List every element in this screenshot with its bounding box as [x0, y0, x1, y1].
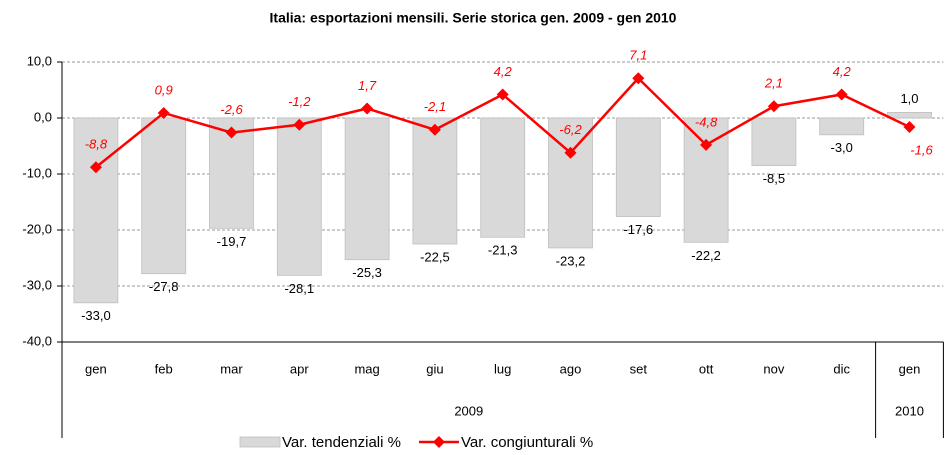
- bar-value-label: 1,0: [900, 91, 918, 106]
- y-tick-label: -30,0: [22, 277, 52, 292]
- x-tick-label: gen: [85, 361, 107, 376]
- line-value-label: -4,8: [695, 114, 718, 129]
- line-value-label: 4,2: [494, 64, 513, 79]
- legend-label: Var. congiunturali %: [461, 434, 593, 451]
- group-label: 2009: [454, 403, 483, 418]
- marker: [361, 102, 374, 115]
- y-tick-label: 0,0: [34, 109, 52, 124]
- bar: [683, 117, 729, 243]
- x-tick-label: ago: [560, 361, 582, 376]
- bar: [141, 117, 187, 275]
- line-value-label: -1,2: [288, 94, 311, 109]
- bar: [412, 117, 458, 245]
- bar: [887, 112, 932, 119]
- bar-value-label: -22,5: [420, 249, 450, 264]
- x-tick-label: nov: [763, 361, 784, 376]
- line-value-label: -1,6: [910, 142, 933, 157]
- bar-value-label: -8,5: [763, 171, 785, 186]
- marker: [835, 88, 848, 101]
- line-value-label: -2,1: [424, 99, 446, 114]
- x-tick-label: mar: [220, 361, 243, 376]
- bar: [344, 117, 390, 261]
- bar-value-label: -3,0: [830, 140, 852, 155]
- line-value-label: 2,1: [764, 76, 783, 91]
- x-tick-label: gen: [899, 361, 921, 376]
- bar: [276, 117, 322, 276]
- x-tick-label: feb: [155, 361, 173, 376]
- x-tick-label: ott: [699, 361, 714, 376]
- marker: [89, 161, 102, 174]
- x-tick-label: lug: [494, 361, 511, 376]
- bar: [209, 117, 254, 229]
- marker: [225, 126, 238, 139]
- group-label: 2010: [895, 403, 924, 418]
- legend-swatch: [239, 436, 281, 448]
- marker: [632, 72, 645, 85]
- marker: [157, 106, 170, 119]
- legend-label: Var. tendenziali %: [282, 434, 401, 451]
- bar-value-label: -28,1: [284, 281, 314, 296]
- bar: [73, 117, 119, 304]
- y-tick-label: -20,0: [22, 221, 52, 236]
- line-value-label: 1,7: [358, 78, 377, 93]
- bar-value-label: -25,3: [352, 265, 382, 280]
- marker: [428, 123, 441, 136]
- bar-value-label: -23,2: [556, 253, 586, 268]
- x-tick-label: dic: [833, 361, 850, 376]
- marker: [564, 146, 577, 159]
- y-tick-label: 10,0: [27, 53, 52, 68]
- bar: [751, 117, 797, 166]
- line-value-label: 0,9: [155, 82, 173, 97]
- bar-value-label: -21,3: [488, 243, 518, 258]
- marker: [700, 138, 713, 151]
- bar: [819, 117, 865, 136]
- x-tick-label: giu: [426, 361, 443, 376]
- marker: [767, 100, 780, 113]
- bar: [615, 117, 661, 217]
- bar-value-label: -22,2: [691, 248, 721, 263]
- chart-title: Italia: esportazioni mensili. Serie stor…: [270, 10, 677, 26]
- marker: [496, 88, 509, 101]
- bar-value-label: -17,6: [623, 222, 653, 237]
- bar-value-label: -19,7: [217, 234, 247, 249]
- line-value-label: 7,1: [629, 48, 647, 63]
- y-tick-label: -40,0: [22, 333, 52, 348]
- marker: [293, 118, 306, 131]
- x-tick-label: mag: [354, 361, 379, 376]
- bar: [480, 117, 526, 238]
- y-tick-label: -10,0: [22, 165, 52, 180]
- x-tick-label: apr: [290, 361, 309, 376]
- line-value-label: -8,8: [85, 137, 108, 152]
- bar-value-label: -33,0: [81, 308, 111, 323]
- line-value-label: -6,2: [559, 122, 582, 137]
- x-tick-label: set: [630, 361, 648, 376]
- line-value-label: -2,6: [220, 102, 243, 117]
- legend-marker: [432, 436, 445, 448]
- marker: [903, 120, 916, 133]
- line-value-label: 4,2: [833, 64, 852, 79]
- bar-value-label: -27,8: [149, 279, 179, 294]
